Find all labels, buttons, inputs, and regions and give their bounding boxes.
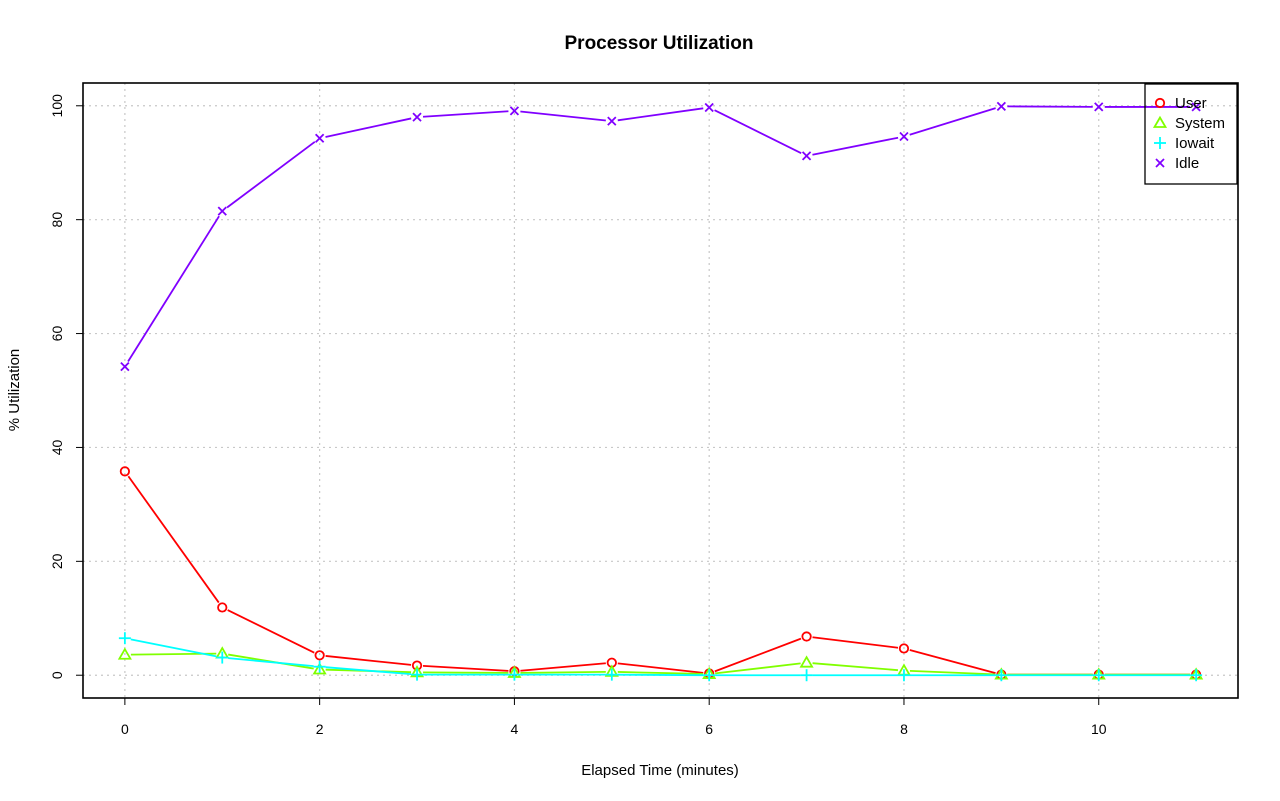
legend-label-iowait: Iowait bbox=[1175, 135, 1215, 152]
series-idle-segment bbox=[714, 109, 802, 155]
y-tick-label: 100 bbox=[49, 94, 65, 118]
data-point-iowait bbox=[1092, 669, 1105, 682]
x-tick-label: 0 bbox=[121, 721, 129, 737]
y-tick-label: 0 bbox=[49, 671, 65, 679]
data-point-system bbox=[312, 662, 327, 675]
data-point-user bbox=[801, 631, 812, 642]
legend-box bbox=[1144, 83, 1238, 185]
series-user-segment bbox=[227, 609, 315, 654]
legend-marker-user bbox=[1154, 97, 1166, 109]
series-idle-segment bbox=[520, 110, 606, 122]
series-user-segment bbox=[714, 637, 802, 673]
legend-label-idle: Idle bbox=[1175, 155, 1199, 172]
data-point-user bbox=[217, 602, 228, 613]
series-system-segment bbox=[812, 662, 899, 672]
y-axis-label: % Utilization bbox=[6, 349, 23, 432]
data-point-idle bbox=[1191, 102, 1201, 112]
data-point-system bbox=[799, 655, 814, 668]
series-idle bbox=[120, 101, 1201, 372]
series-idle-segment bbox=[909, 107, 996, 136]
data-point-iowait bbox=[703, 669, 716, 682]
data-point-idle bbox=[412, 112, 422, 122]
data-point-iowait bbox=[995, 669, 1008, 682]
plot-frame bbox=[82, 82, 1239, 699]
series-iowait-segment bbox=[228, 657, 314, 668]
y-tick-label: 40 bbox=[49, 439, 65, 455]
series-user-segment bbox=[909, 649, 996, 674]
data-point-idle bbox=[996, 101, 1006, 111]
data-point-iowait bbox=[313, 660, 326, 673]
x-tick-label: 4 bbox=[511, 721, 519, 737]
data-point-iowait bbox=[800, 669, 813, 682]
data-point-iowait bbox=[508, 668, 521, 681]
x-axis-label: Elapsed Time (minutes) bbox=[581, 762, 739, 779]
data-point-iowait bbox=[411, 668, 424, 681]
data-point-user bbox=[119, 466, 130, 477]
chart-title: Processor Utilization bbox=[565, 33, 754, 54]
data-point-iowait bbox=[1190, 669, 1203, 682]
x-tick-label: 6 bbox=[705, 721, 713, 737]
series-idle-segment bbox=[127, 215, 220, 362]
series-user-segment bbox=[422, 664, 509, 672]
y-tick-label: 20 bbox=[49, 553, 65, 569]
series-iowait-segment bbox=[130, 638, 217, 658]
series-user-segment bbox=[812, 636, 899, 649]
series-iowait bbox=[118, 632, 1203, 682]
data-point-idle bbox=[217, 206, 227, 216]
data-point-iowait bbox=[897, 669, 910, 682]
legend-marker-idle bbox=[1155, 158, 1165, 168]
series-iowait-segment bbox=[325, 666, 412, 676]
data-point-iowait bbox=[216, 651, 229, 664]
series-user bbox=[119, 466, 1202, 680]
series-user-segment bbox=[617, 662, 704, 674]
data-point-idle bbox=[1094, 102, 1104, 112]
legend: User System Iowait Idle bbox=[1144, 83, 1238, 185]
series-user-segment bbox=[520, 662, 606, 672]
data-point-idle bbox=[704, 102, 714, 113]
legend-label-system: System bbox=[1175, 115, 1225, 132]
series-system-segment bbox=[520, 670, 606, 674]
data-point-user bbox=[314, 650, 325, 661]
grid bbox=[83, 83, 1238, 698]
x-tick-label: 8 bbox=[900, 721, 908, 737]
legend-marker-iowait bbox=[1154, 137, 1166, 149]
data-point-idle bbox=[607, 116, 617, 126]
data-point-idle bbox=[899, 131, 909, 142]
series-user-segment bbox=[325, 655, 412, 666]
series-system-segment bbox=[909, 670, 996, 676]
data-point-user bbox=[898, 643, 910, 654]
x-tick-label: 2 bbox=[316, 721, 324, 737]
data-point-idle bbox=[509, 106, 520, 116]
series-idle-segment bbox=[422, 110, 509, 118]
data-point-idle bbox=[120, 361, 130, 372]
data-point-iowait bbox=[118, 632, 131, 645]
data-point-idle bbox=[315, 133, 325, 143]
series-idle-segment bbox=[226, 141, 316, 209]
series-idle-segment bbox=[325, 117, 412, 138]
x-tick-label: 10 bbox=[1091, 721, 1107, 737]
data-point-system bbox=[117, 647, 132, 660]
data-point-iowait bbox=[605, 668, 618, 681]
y-tick-label: 60 bbox=[49, 326, 65, 342]
series-idle-segment bbox=[812, 136, 899, 156]
data-point-idle bbox=[801, 151, 812, 161]
series-user-segment bbox=[127, 475, 220, 604]
y-tick-label: 80 bbox=[49, 212, 65, 228]
series-system-segment bbox=[617, 671, 704, 675]
legend-label-user: User bbox=[1175, 95, 1207, 112]
series-idle-segment bbox=[617, 107, 704, 122]
series-system-segment bbox=[715, 662, 801, 675]
plot-series bbox=[117, 101, 1204, 682]
legend-marker-system bbox=[1152, 115, 1168, 128]
